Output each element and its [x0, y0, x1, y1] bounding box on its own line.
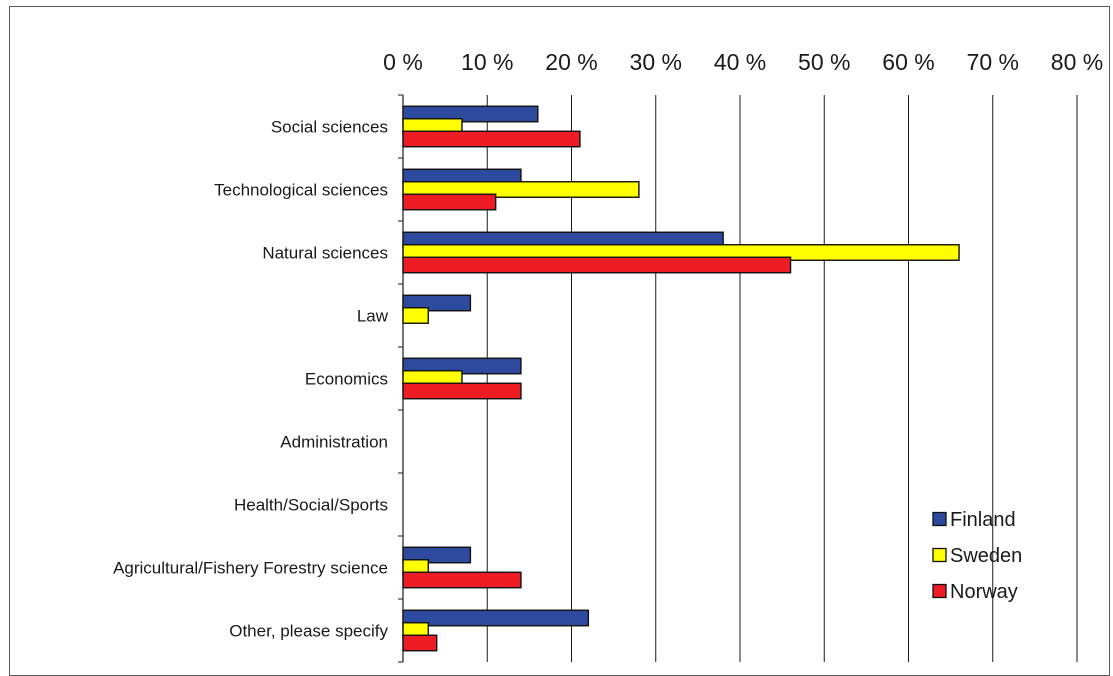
x-tick-label: 40 %	[714, 49, 766, 75]
category-label: Administration	[280, 433, 388, 452]
x-tick-label: 10 %	[461, 49, 513, 75]
x-tick-label: 30 %	[630, 49, 682, 75]
chart-frame	[9, 6, 1110, 676]
bar-norway	[402, 256, 792, 274]
bar-norway	[402, 382, 522, 400]
legend-label: Norway	[950, 581, 1018, 603]
legend-label: Finland	[950, 509, 1016, 531]
category-label: Natural sciences	[262, 244, 388, 263]
category-label: Economics	[305, 370, 388, 389]
category-label: Health/Social/Sports	[234, 496, 388, 515]
category-label: Social sciences	[271, 118, 388, 137]
x-tick-label: 20 %	[545, 49, 597, 75]
x-tick-labels: 0 % 10 % 20 % 30 % 40 % 50 % 60 % 70 % 80 %	[383, 49, 1103, 75]
x-tick-label: 50 %	[798, 49, 850, 75]
category-label: Law	[357, 307, 389, 326]
legend-swatch	[932, 583, 947, 599]
y-axis	[398, 94, 404, 663]
bar-norway	[402, 130, 581, 148]
bar-norway	[402, 193, 497, 211]
x-tick-label: 0 %	[383, 49, 423, 75]
x-tick-label: 80 %	[1051, 49, 1103, 75]
legend-swatch	[932, 511, 947, 527]
legend: Finland Sweden Norway	[932, 509, 1022, 603]
bars	[402, 105, 960, 652]
legend-swatch	[932, 547, 947, 563]
category-label: Technological sciences	[214, 181, 388, 200]
category-labels: Social sciences Technological sciences Nat…	[113, 118, 389, 641]
bar-sweden	[402, 307, 429, 324]
x-tick-label: 70 %	[967, 49, 1019, 75]
legend-label: Sweden	[950, 545, 1022, 567]
category-label: Agricultural/Fishery Forestry science	[113, 559, 388, 578]
bar-norway	[402, 634, 438, 652]
x-tick-label: 60 %	[882, 49, 934, 75]
bar-norway	[402, 571, 522, 589]
bar-finland	[402, 609, 590, 627]
gridlines	[486, 95, 1078, 662]
category-label: Other, please specify	[229, 622, 388, 641]
